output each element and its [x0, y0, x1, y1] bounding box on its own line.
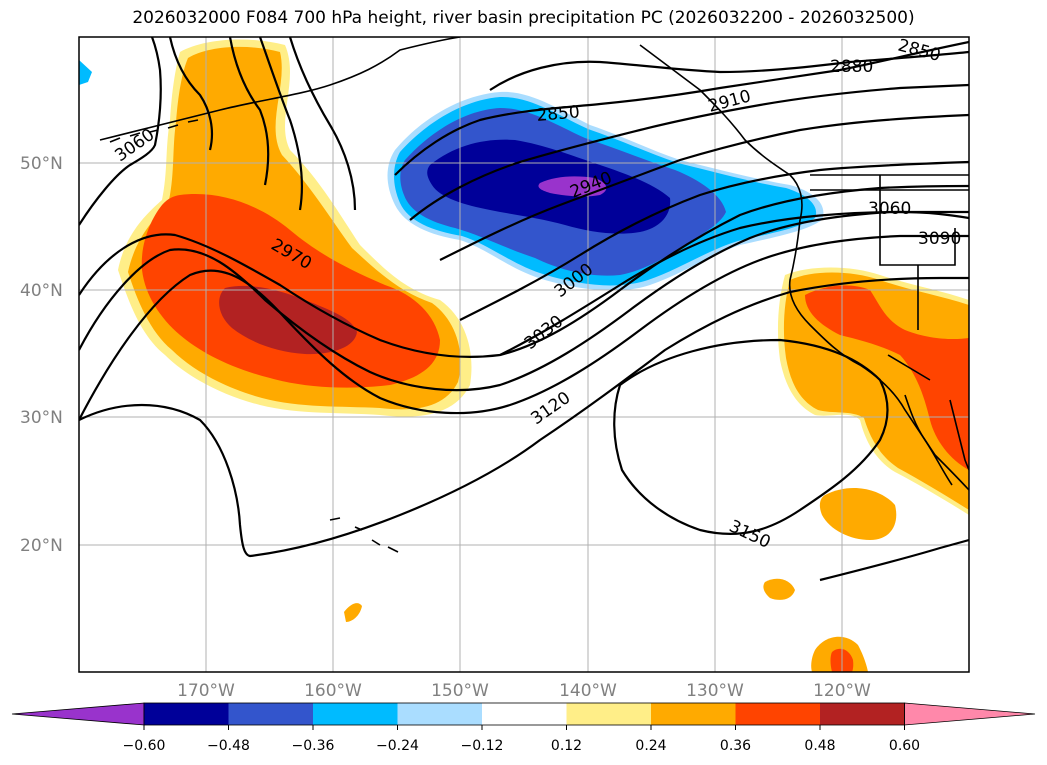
contour-label-2880: 2880	[830, 57, 873, 77]
coast-baja	[904, 394, 953, 486]
lat-label-40: 40°N	[20, 281, 63, 301]
colorbar-tick-5: 0.12	[551, 738, 582, 754]
colorbar-seg-1	[228, 703, 313, 725]
colorbar-extend-low	[11, 702, 145, 726]
lon-label-120: 120°W	[813, 681, 871, 701]
lat-tick-labels: 50°N 40°N 30°N 20°N	[20, 154, 63, 556]
lon-tick-labels: 170°W 160°W 150°W 140°W 130°W 120°W	[177, 681, 871, 701]
coast-alaska	[99, 37, 461, 141]
colorbar-tick-8: 0.48	[804, 738, 835, 754]
colorbar-seg-7	[735, 703, 820, 725]
contour-label-3060-right: 3060	[868, 199, 911, 219]
contour-3060-mid	[459, 160, 969, 321]
lon-label-160: 160°W	[304, 681, 362, 701]
colorbar-seg-3	[397, 703, 482, 725]
colorbar: −0.60 −0.48 −0.36 −0.24 −0.12 0.12 0.24 …	[11, 702, 1036, 754]
colorbar-tick-7: 0.36	[720, 738, 751, 754]
colorbar-frame	[143, 702, 905, 726]
contour-3000	[79, 210, 969, 392]
map-content: 3060 2970 2850 2940 3000 3030 3120 2880 …	[79, 37, 969, 672]
contour-3090	[499, 210, 969, 356]
contour-2880	[489, 50, 969, 91]
lat-label-20: 20°N	[20, 536, 63, 556]
colorbar-tick-9: 0.60	[889, 738, 920, 754]
contour-3120	[79, 276, 969, 558]
fill-band-east-baja	[819, 487, 897, 540]
contour-3030-left	[288, 37, 357, 211]
contour-3150-right	[819, 538, 969, 582]
grid-lines	[79, 37, 969, 672]
contour-3060-left	[79, 37, 162, 226]
lon-label-140: 140°W	[559, 681, 617, 701]
fill-band-east-0.36	[805, 285, 969, 470]
fill-band-east-small1	[763, 578, 795, 600]
coast-se-alaska	[639, 44, 803, 221]
colorbar-extend-high	[904, 702, 1036, 726]
contour-2850	[394, 40, 969, 176]
colorbar-seg-8	[820, 703, 905, 725]
map-frame	[78, 36, 970, 673]
coast-aleutians	[109, 119, 199, 143]
contour-2940	[439, 113, 969, 261]
lat-label-50: 50°N	[20, 154, 63, 174]
contour-2970-left	[228, 37, 270, 186]
fill-band-east-0.24	[783, 272, 969, 510]
contour-3150	[613, 338, 889, 536]
contour-2910	[409, 83, 969, 221]
colorbar-tick-2: −0.36	[292, 738, 335, 754]
colorbar-seg-0	[144, 703, 229, 725]
precip-anomaly-east	[344, 267, 969, 672]
colorbar-seg-2	[313, 703, 398, 725]
border-states	[810, 189, 969, 381]
contour-3000-left	[258, 37, 304, 211]
contour-label-2850: 2850	[536, 102, 581, 126]
contour-label-3090: 3090	[918, 229, 961, 249]
colorbar-tick-1: −0.48	[207, 738, 250, 754]
fill-band-neg-0.60	[538, 176, 607, 197]
colorbar-tick-0: −0.60	[123, 738, 166, 754]
lon-label-170: 170°W	[177, 681, 235, 701]
lon-label-150: 150°W	[431, 681, 489, 701]
colorbar-ticks	[143, 725, 905, 730]
lat-label-30: 30°N	[20, 408, 63, 428]
colorbar-tick-3: −0.24	[376, 738, 419, 754]
contour-3060-left2	[168, 37, 214, 151]
colorbar-seg-4	[482, 703, 567, 725]
colorbar-tick-4: −0.12	[461, 738, 504, 754]
colorbar-seg-6	[651, 703, 736, 725]
height-contours	[79, 37, 969, 582]
fill-band-east-hawaii	[344, 603, 362, 622]
contour-3030	[79, 234, 969, 421]
colorbar-tick-6: 0.24	[635, 738, 666, 754]
colorbar-seg-5	[566, 703, 651, 725]
precip-anomaly-edge	[79, 60, 92, 85]
coast-hawaii	[329, 517, 399, 553]
lon-label-130: 130°W	[686, 681, 744, 701]
chart-title: 2026032000 F084 700 hPa height, river ba…	[132, 8, 915, 28]
coast-mexico-mainland	[949, 399, 969, 471]
